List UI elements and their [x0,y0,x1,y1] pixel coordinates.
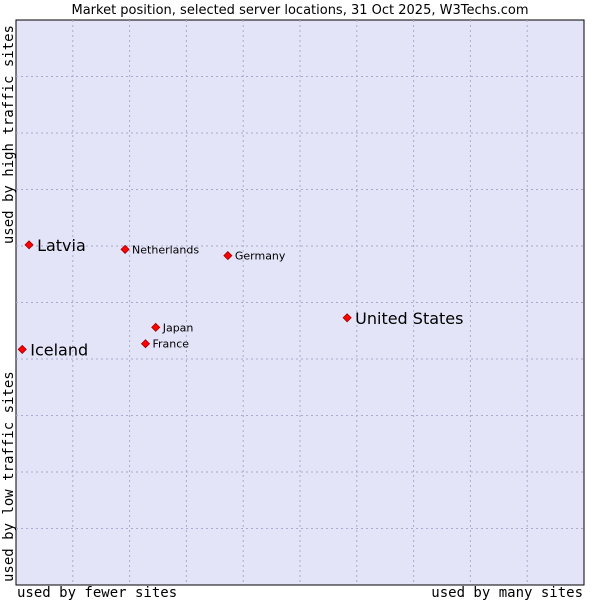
point-label: Germany [235,250,286,263]
point-label: Latvia [37,236,86,255]
point-marker[interactable] [223,251,233,261]
point-iceland[interactable]: Iceland [17,340,88,359]
point-united-states[interactable]: United States [342,309,463,328]
point-marker[interactable] [17,344,27,354]
chart-title: Market position, selected server locatio… [71,3,528,18]
point-label: Netherlands [132,243,199,256]
point-france[interactable]: France [140,338,190,351]
point-marker[interactable] [24,240,34,250]
point-marker[interactable] [342,313,352,323]
point-netherlands[interactable]: Netherlands [120,243,199,256]
point-label: Iceland [30,340,88,359]
point-marker[interactable] [140,339,151,349]
grid-lines [16,20,584,585]
x-axis-label-right: used by many sites [431,585,583,600]
data-points: Latvia Netherlands Germany United States Jap… [17,236,463,359]
y-axis-label-bottom: used by low traffic sites [1,371,17,582]
point-label: France [153,338,190,351]
point-japan[interactable]: Japan [151,321,194,334]
point-label: Japan [162,321,194,334]
point-marker[interactable] [120,244,130,254]
point-latvia[interactable]: Latvia [24,236,86,255]
x-axis-label-left: used by fewer sites [17,585,177,600]
point-germany[interactable]: Germany [223,250,286,263]
y-axis-label-top: used by high traffic sites [1,25,17,244]
point-marker[interactable] [151,322,161,332]
point-label: United States [355,309,463,328]
